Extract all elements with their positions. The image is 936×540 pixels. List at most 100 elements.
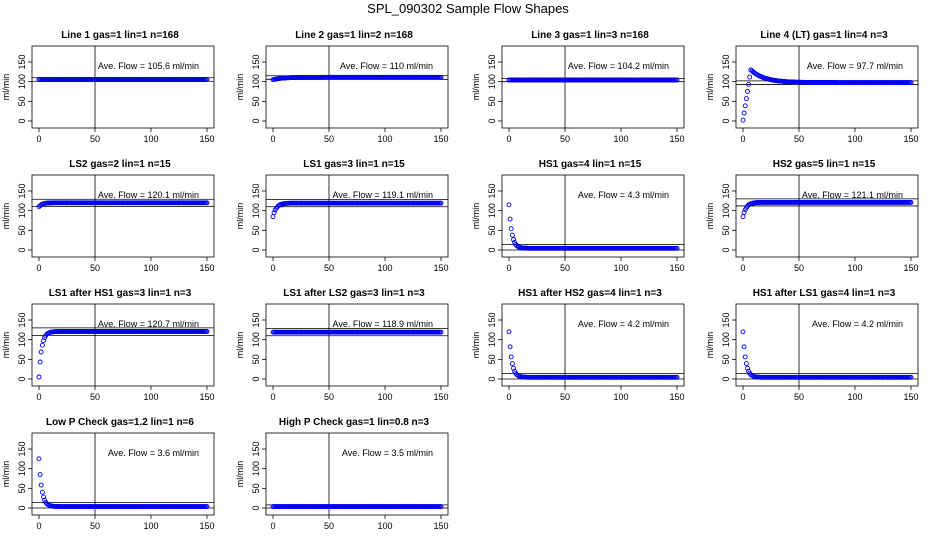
y-axis-label: ml/min: [705, 332, 715, 359]
plot-frame: [265, 432, 449, 516]
y-tick-label: 150: [721, 312, 731, 327]
data-point: [741, 110, 747, 116]
x-tick-label: 150: [669, 134, 684, 144]
plot-frame: [501, 45, 685, 129]
panel-title: Line 3 gas=1 lin=3 n=168: [531, 30, 649, 41]
data-point: [743, 361, 749, 367]
x-tick-label: 0: [36, 263, 41, 273]
data-point: [41, 494, 46, 500]
panel-title: HS1 gas=4 lin=1 n=15: [539, 159, 642, 170]
x-tick-label: 100: [377, 521, 392, 531]
y-tick-label: 150: [251, 54, 261, 69]
panel-6: LS1 gas=3 lin=1 n=15 0 50 100 150 0 50 100 150 ml…: [235, 159, 449, 273]
x-tick-label: 0: [270, 263, 275, 273]
y-tick-label: 50: [721, 225, 731, 235]
data-point: [511, 237, 516, 242]
plot-frame: [735, 303, 919, 387]
y-tick-label: 50: [487, 96, 497, 106]
data-point: [674, 77, 680, 83]
x-tick-label: 150: [199, 263, 214, 273]
panel-7: HS1 gas=4 lin=1 n=15 0 50 100 150 0 50 100 150 ml…: [471, 159, 685, 273]
x-tick-label: 100: [847, 392, 862, 402]
x-tick-label: 150: [199, 521, 214, 531]
y-tick-label: 0: [17, 505, 27, 510]
x-tick-label: 100: [143, 392, 158, 402]
panel-14: High P Check gas=1 lin=0.8 n=3 0 50 100 150 0…: [235, 417, 449, 531]
x-tick-label: 50: [324, 521, 334, 531]
x-tick-label: 100: [143, 263, 158, 273]
data-point: [908, 80, 914, 86]
x-tick-label: 150: [433, 392, 448, 402]
y-tick-label: 100: [721, 332, 731, 347]
plot-frame: [501, 174, 685, 258]
x-tick-label: 0: [36, 134, 41, 144]
y-axis-label: ml/min: [235, 203, 245, 230]
y-axis-label: ml/min: [1, 203, 11, 230]
y-tick-label: 50: [251, 354, 261, 364]
plot-frame: [735, 174, 919, 258]
y-tick-label: 0: [721, 376, 731, 381]
x-tick-label: 50: [90, 134, 100, 144]
y-tick-label: 0: [487, 376, 497, 381]
data-point: [508, 354, 514, 360]
plot-frame: [31, 174, 215, 258]
x-tick-label: 50: [560, 392, 570, 402]
y-tick-label: 100: [251, 203, 261, 218]
y-tick-label: 50: [487, 225, 497, 235]
average-flow-label: Ave. Flow = 104.2 ml/min: [568, 61, 669, 71]
y-tick-label: 50: [251, 225, 261, 235]
y-tick-label: 150: [17, 183, 27, 198]
y-tick-label: 0: [487, 118, 497, 123]
x-tick-label: 150: [433, 521, 448, 531]
y-tick-label: 100: [17, 74, 27, 89]
y-tick-label: 150: [487, 183, 497, 198]
plot-frame: [501, 303, 685, 387]
data-point: [204, 77, 210, 82]
y-axis-label: ml/min: [1, 332, 11, 359]
data-point: [204, 504, 210, 510]
x-tick-label: 150: [903, 263, 918, 273]
data-point: [745, 88, 750, 94]
y-tick-label: 0: [251, 505, 261, 510]
x-tick-label: 100: [847, 263, 862, 273]
average-flow-label: Ave. Flow = 118.9 ml/min: [333, 319, 433, 329]
y-tick-label: 50: [487, 354, 497, 364]
x-tick-label: 50: [324, 263, 334, 273]
x-tick-label: 0: [36, 521, 41, 531]
data-point: [511, 365, 516, 371]
x-tick-label: 0: [506, 263, 511, 273]
x-tick-label: 0: [270, 392, 275, 402]
data-point: [204, 329, 210, 334]
panel-title: LS1 gas=3 lin=1 n=15: [303, 159, 405, 170]
x-tick-label: 150: [199, 392, 214, 402]
data-point: [38, 482, 44, 488]
average-flow-label: Ave. Flow = 119.1 ml/min: [333, 190, 433, 200]
data-point: [438, 329, 444, 335]
y-axis-label: ml/min: [1, 74, 11, 101]
y-tick-label: 0: [721, 118, 731, 123]
x-tick-label: 0: [270, 134, 275, 144]
y-axis-label: ml/min: [235, 461, 245, 488]
data-point: [740, 329, 746, 335]
average-flow-label: Ave. Flow = 4.2 ml/min: [578, 319, 669, 329]
panel-title: HS1 after HS2 gas=4 lin=1 n=3: [518, 288, 662, 299]
data-point: [908, 199, 914, 205]
y-tick-label: 100: [721, 203, 731, 218]
y-tick-label: 50: [17, 483, 27, 493]
data-point: [674, 245, 680, 251]
y-tick-label: 0: [251, 247, 261, 252]
data-point: [674, 374, 680, 380]
x-tick-label: 0: [270, 521, 275, 531]
x-tick-label: 50: [90, 392, 100, 402]
data-point: [747, 74, 753, 80]
y-axis-label: ml/min: [705, 74, 715, 101]
data-point: [509, 361, 515, 367]
average-flow-label: Ave. Flow = 120.1 ml/min: [98, 190, 199, 200]
average-flow-label: Ave. Flow = 110 ml/min: [340, 61, 433, 71]
panel-2: Line 2 gas=1 lin=2 n=168 0 50 100 150 0 50 100 1…: [235, 30, 449, 144]
y-tick-label: 150: [17, 441, 27, 456]
data-point: [908, 374, 914, 380]
x-tick-label: 50: [560, 134, 570, 144]
y-tick-label: 150: [721, 183, 731, 198]
plot-frame: [31, 432, 215, 516]
